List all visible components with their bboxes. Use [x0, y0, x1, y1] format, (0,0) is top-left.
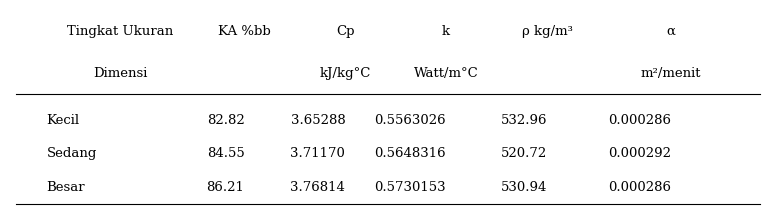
Text: Dimensi: Dimensi: [93, 67, 147, 79]
Text: Sedang: Sedang: [47, 147, 97, 160]
Text: kJ/kg°C: kJ/kg°C: [320, 67, 371, 79]
Text: 3.76814: 3.76814: [290, 181, 345, 194]
Text: Tingkat Ukuran: Tingkat Ukuran: [68, 25, 173, 38]
Text: 0.000286: 0.000286: [608, 181, 671, 194]
Text: 82.82: 82.82: [206, 114, 244, 127]
Text: 0.5563026: 0.5563026: [375, 114, 446, 127]
Text: m²/menit: m²/menit: [641, 67, 702, 79]
Text: 530.94: 530.94: [501, 181, 547, 194]
Text: Watt/m°C: Watt/m°C: [414, 67, 479, 79]
Text: Besar: Besar: [47, 181, 85, 194]
Text: 0.000286: 0.000286: [608, 114, 671, 127]
Text: 0.5730153: 0.5730153: [375, 181, 446, 194]
Text: 3.65288: 3.65288: [290, 114, 345, 127]
Text: 520.72: 520.72: [501, 147, 547, 160]
Text: ρ kg/m³: ρ kg/m³: [521, 25, 573, 38]
Text: 0.000292: 0.000292: [608, 147, 671, 160]
Text: Cp: Cp: [336, 25, 355, 38]
Text: KA %bb: KA %bb: [218, 25, 271, 38]
Text: 84.55: 84.55: [206, 147, 244, 160]
Text: 3.71170: 3.71170: [290, 147, 345, 160]
Text: 86.21: 86.21: [206, 181, 244, 194]
Text: Kecil: Kecil: [47, 114, 80, 127]
Text: 0.5648316: 0.5648316: [375, 147, 446, 160]
Text: 532.96: 532.96: [501, 114, 547, 127]
Text: α: α: [667, 25, 676, 38]
Text: k: k: [442, 25, 450, 38]
